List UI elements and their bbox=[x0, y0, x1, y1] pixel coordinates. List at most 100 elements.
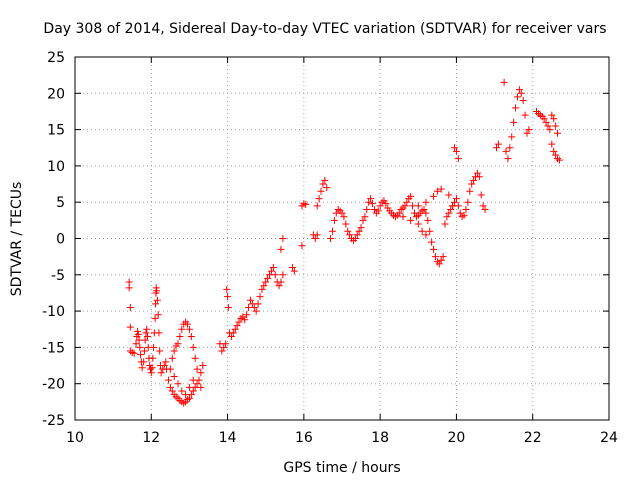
data-point bbox=[342, 220, 350, 228]
data-point bbox=[439, 253, 447, 261]
data-point bbox=[338, 209, 346, 217]
x-tick-label: 12 bbox=[142, 430, 160, 446]
data-point bbox=[403, 198, 411, 206]
data-point bbox=[252, 307, 260, 315]
data-point bbox=[445, 191, 453, 199]
data-point bbox=[260, 282, 268, 290]
data-point bbox=[506, 144, 514, 152]
data-point bbox=[466, 187, 474, 195]
data-point bbox=[414, 220, 422, 228]
data-point bbox=[376, 202, 384, 210]
data-point bbox=[323, 184, 331, 192]
data-point bbox=[148, 364, 156, 372]
x-tick-label: 18 bbox=[371, 430, 389, 446]
data-point bbox=[523, 129, 531, 137]
data-point bbox=[149, 354, 157, 362]
data-point bbox=[454, 155, 462, 163]
data-point bbox=[264, 274, 272, 282]
data-point bbox=[374, 207, 382, 215]
data-point bbox=[359, 216, 367, 224]
data-point bbox=[451, 144, 459, 152]
data-point bbox=[407, 192, 415, 200]
data-point bbox=[193, 365, 201, 373]
data-point bbox=[147, 365, 155, 373]
data-point bbox=[355, 227, 363, 235]
data-point bbox=[445, 209, 453, 217]
y-tick-label: 15 bbox=[47, 123, 65, 139]
data-point bbox=[500, 78, 508, 86]
data-point bbox=[433, 187, 441, 195]
data-point bbox=[218, 347, 226, 355]
data-point bbox=[464, 198, 472, 206]
data-point bbox=[189, 343, 197, 351]
data-point bbox=[370, 205, 378, 213]
data-point bbox=[510, 118, 518, 126]
y-axis-title: SDTVAR / TECUs bbox=[9, 182, 25, 297]
data-point bbox=[130, 349, 138, 357]
data-point bbox=[256, 293, 264, 301]
data-point bbox=[178, 325, 186, 333]
data-point bbox=[224, 293, 232, 301]
data-point bbox=[536, 111, 544, 119]
data-point bbox=[154, 311, 162, 319]
data-point bbox=[401, 202, 409, 210]
data-point bbox=[184, 320, 192, 328]
data-point bbox=[470, 176, 478, 184]
data-point bbox=[473, 169, 481, 177]
data-point bbox=[546, 126, 554, 134]
data-point bbox=[147, 369, 155, 377]
data-point bbox=[435, 260, 443, 268]
data-point bbox=[344, 227, 352, 235]
y-tick-label: 0 bbox=[56, 232, 65, 248]
data-point bbox=[451, 198, 459, 206]
data-point bbox=[407, 216, 415, 224]
data-point bbox=[330, 216, 338, 224]
data-point bbox=[140, 347, 148, 355]
data-point bbox=[155, 329, 163, 337]
data-point bbox=[298, 242, 306, 250]
data-point bbox=[243, 311, 251, 319]
y-tick-label: -15 bbox=[42, 340, 65, 356]
data-point bbox=[157, 369, 165, 377]
data-point bbox=[422, 198, 430, 206]
x-tick-label: 16 bbox=[295, 430, 313, 446]
data-point bbox=[378, 198, 386, 206]
data-point bbox=[494, 140, 502, 148]
data-point bbox=[166, 383, 174, 391]
y-tick-label: 20 bbox=[47, 86, 65, 102]
data-point bbox=[199, 362, 207, 370]
y-tick-label: -5 bbox=[51, 268, 65, 284]
data-point bbox=[241, 316, 249, 324]
data-point bbox=[233, 322, 241, 330]
data-point bbox=[548, 111, 556, 119]
data-point bbox=[554, 155, 562, 163]
data-point bbox=[311, 235, 319, 242]
data-point bbox=[166, 365, 174, 373]
data-point bbox=[189, 387, 197, 395]
data-point bbox=[414, 202, 422, 210]
data-point bbox=[254, 300, 262, 308]
data-point bbox=[223, 285, 231, 293]
data-point bbox=[334, 205, 342, 213]
chart-title: Day 308 of 2014, Sidereal Day-to-day VTE… bbox=[43, 21, 606, 37]
data-point bbox=[141, 336, 149, 344]
data-point bbox=[187, 333, 195, 341]
data-point bbox=[525, 126, 533, 134]
data-point bbox=[422, 231, 430, 239]
x-tick-label: 14 bbox=[219, 430, 237, 446]
data-point bbox=[517, 89, 525, 97]
data-point bbox=[515, 86, 523, 94]
data-point bbox=[424, 216, 432, 224]
data-point bbox=[328, 227, 336, 235]
data-point bbox=[237, 314, 245, 322]
data-point bbox=[363, 205, 371, 213]
data-point bbox=[462, 205, 470, 213]
data-point bbox=[162, 358, 170, 366]
data-point bbox=[346, 231, 354, 239]
plot-frame bbox=[74, 56, 610, 421]
data-point bbox=[351, 235, 359, 242]
data-point bbox=[222, 340, 230, 348]
data-point bbox=[182, 391, 190, 399]
data-point bbox=[437, 185, 445, 193]
